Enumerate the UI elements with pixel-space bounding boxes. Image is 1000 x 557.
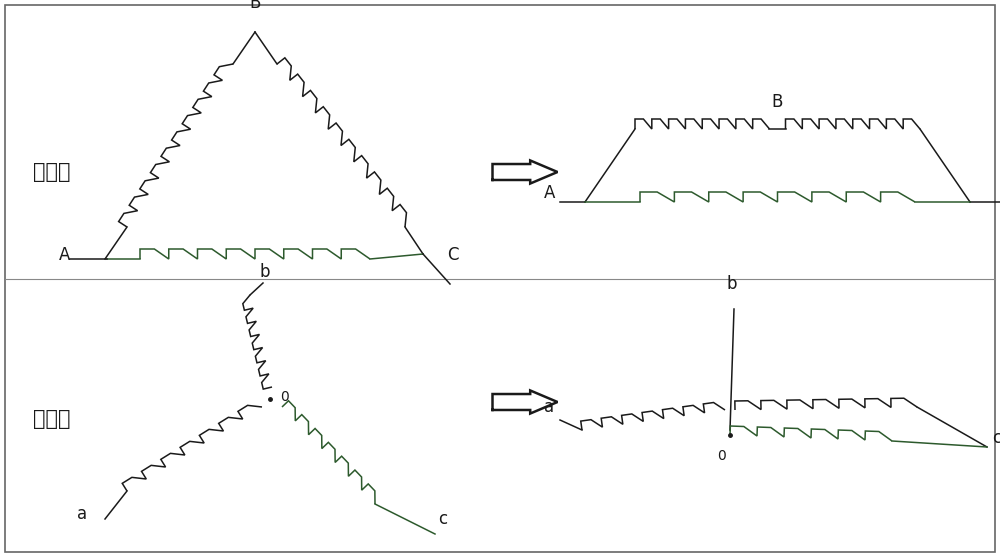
Text: B: B	[772, 93, 783, 111]
Polygon shape	[492, 390, 558, 413]
Text: c: c	[438, 510, 447, 528]
Text: b: b	[727, 275, 737, 293]
Text: A: A	[544, 184, 555, 202]
Text: a: a	[544, 398, 554, 416]
FancyBboxPatch shape	[5, 5, 995, 552]
Text: C: C	[447, 246, 458, 264]
Text: 0: 0	[718, 449, 726, 463]
Text: 0: 0	[280, 390, 289, 404]
Text: 低压侧: 低压侧	[33, 409, 71, 429]
Text: b: b	[260, 263, 270, 281]
Text: 高压侧: 高压侧	[33, 162, 71, 182]
Text: a: a	[77, 505, 87, 523]
Text: A: A	[59, 246, 70, 264]
Polygon shape	[492, 160, 558, 184]
Text: B: B	[249, 0, 261, 12]
Text: c: c	[992, 429, 1000, 447]
